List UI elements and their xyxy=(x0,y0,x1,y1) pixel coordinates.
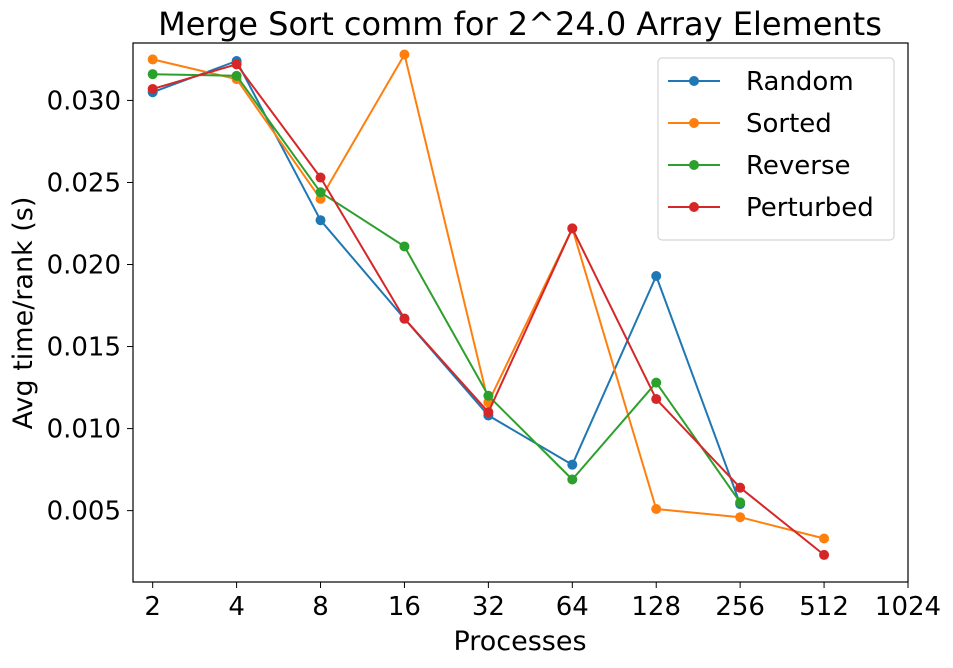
x-tick-label: 128 xyxy=(631,592,681,622)
x-tick-label: 1024 xyxy=(875,592,941,622)
data-point-perturbed xyxy=(735,482,746,493)
legend-marker-sorted xyxy=(689,118,699,128)
y-tick-label: 0.005 xyxy=(47,497,121,527)
data-point-random xyxy=(567,459,578,470)
series-line-random xyxy=(152,60,742,505)
data-point-reverse xyxy=(651,377,662,388)
y-tick-label: 0.010 xyxy=(47,415,121,445)
y-tick-label: 0.015 xyxy=(47,333,121,363)
data-point-sorted xyxy=(147,54,158,65)
data-point-random xyxy=(315,215,326,226)
data-point-perturbed xyxy=(819,549,830,560)
legend: Random Sorted Reverse Perturbed xyxy=(657,57,895,241)
data-point-perturbed xyxy=(147,83,158,94)
x-tick-label: 256 xyxy=(715,592,765,622)
x-tick-label: 2 xyxy=(144,592,161,622)
legend-box xyxy=(657,57,895,241)
data-point-perturbed xyxy=(231,59,242,70)
data-point-sorted xyxy=(819,533,830,544)
y-axis-label: Avg time/rank (s) xyxy=(8,197,39,430)
y-tick-label: 0.030 xyxy=(47,86,121,116)
x-tick-label: 64 xyxy=(556,592,589,622)
data-point-perturbed xyxy=(651,394,662,405)
legend-label-random: Random xyxy=(746,67,854,97)
data-point-perturbed xyxy=(399,313,410,324)
series-line-reverse xyxy=(152,73,742,503)
plot-area: 2 4 8 16 32 64 128 256 512 1024 0.005 0.010 0.015 0.0… xyxy=(47,42,941,622)
legend-marker-reverse xyxy=(689,160,699,170)
y-tick-label: 0.020 xyxy=(47,251,121,281)
data-point-reverse xyxy=(567,474,578,485)
plot-frame xyxy=(132,42,909,583)
data-point-perturbed xyxy=(567,223,578,234)
data-point-reverse xyxy=(399,241,410,252)
x-tick-label: 512 xyxy=(799,592,849,622)
legend-marker-random xyxy=(689,76,699,86)
data-point-reverse xyxy=(147,69,158,80)
x-axis-label: Processes xyxy=(453,626,586,657)
data-point-perturbed xyxy=(315,172,326,183)
legend-marker-perturbed xyxy=(689,202,699,212)
legend-label-perturbed: Perturbed xyxy=(746,193,874,223)
data-point-reverse xyxy=(231,70,242,81)
x-tick-label: 16 xyxy=(388,592,421,622)
x-tick-label: 4 xyxy=(228,592,245,622)
data-point-sorted xyxy=(651,503,662,514)
data-point-sorted xyxy=(399,49,410,60)
data-point-sorted xyxy=(735,512,746,523)
y-tick-label: 0.025 xyxy=(47,168,121,198)
data-point-reverse xyxy=(315,187,326,198)
x-tick-label: 32 xyxy=(472,592,505,622)
legend-label-reverse: Reverse xyxy=(746,151,851,181)
legend-label-sorted: Sorted xyxy=(746,109,832,139)
data-point-perturbed xyxy=(483,407,494,418)
data-point-reverse xyxy=(735,497,746,508)
x-tick-label: 8 xyxy=(312,592,329,622)
data-point-random xyxy=(651,270,662,281)
chart-title: Merge Sort comm for 2^24.0 Array Element… xyxy=(158,5,882,43)
data-point-reverse xyxy=(483,390,494,401)
